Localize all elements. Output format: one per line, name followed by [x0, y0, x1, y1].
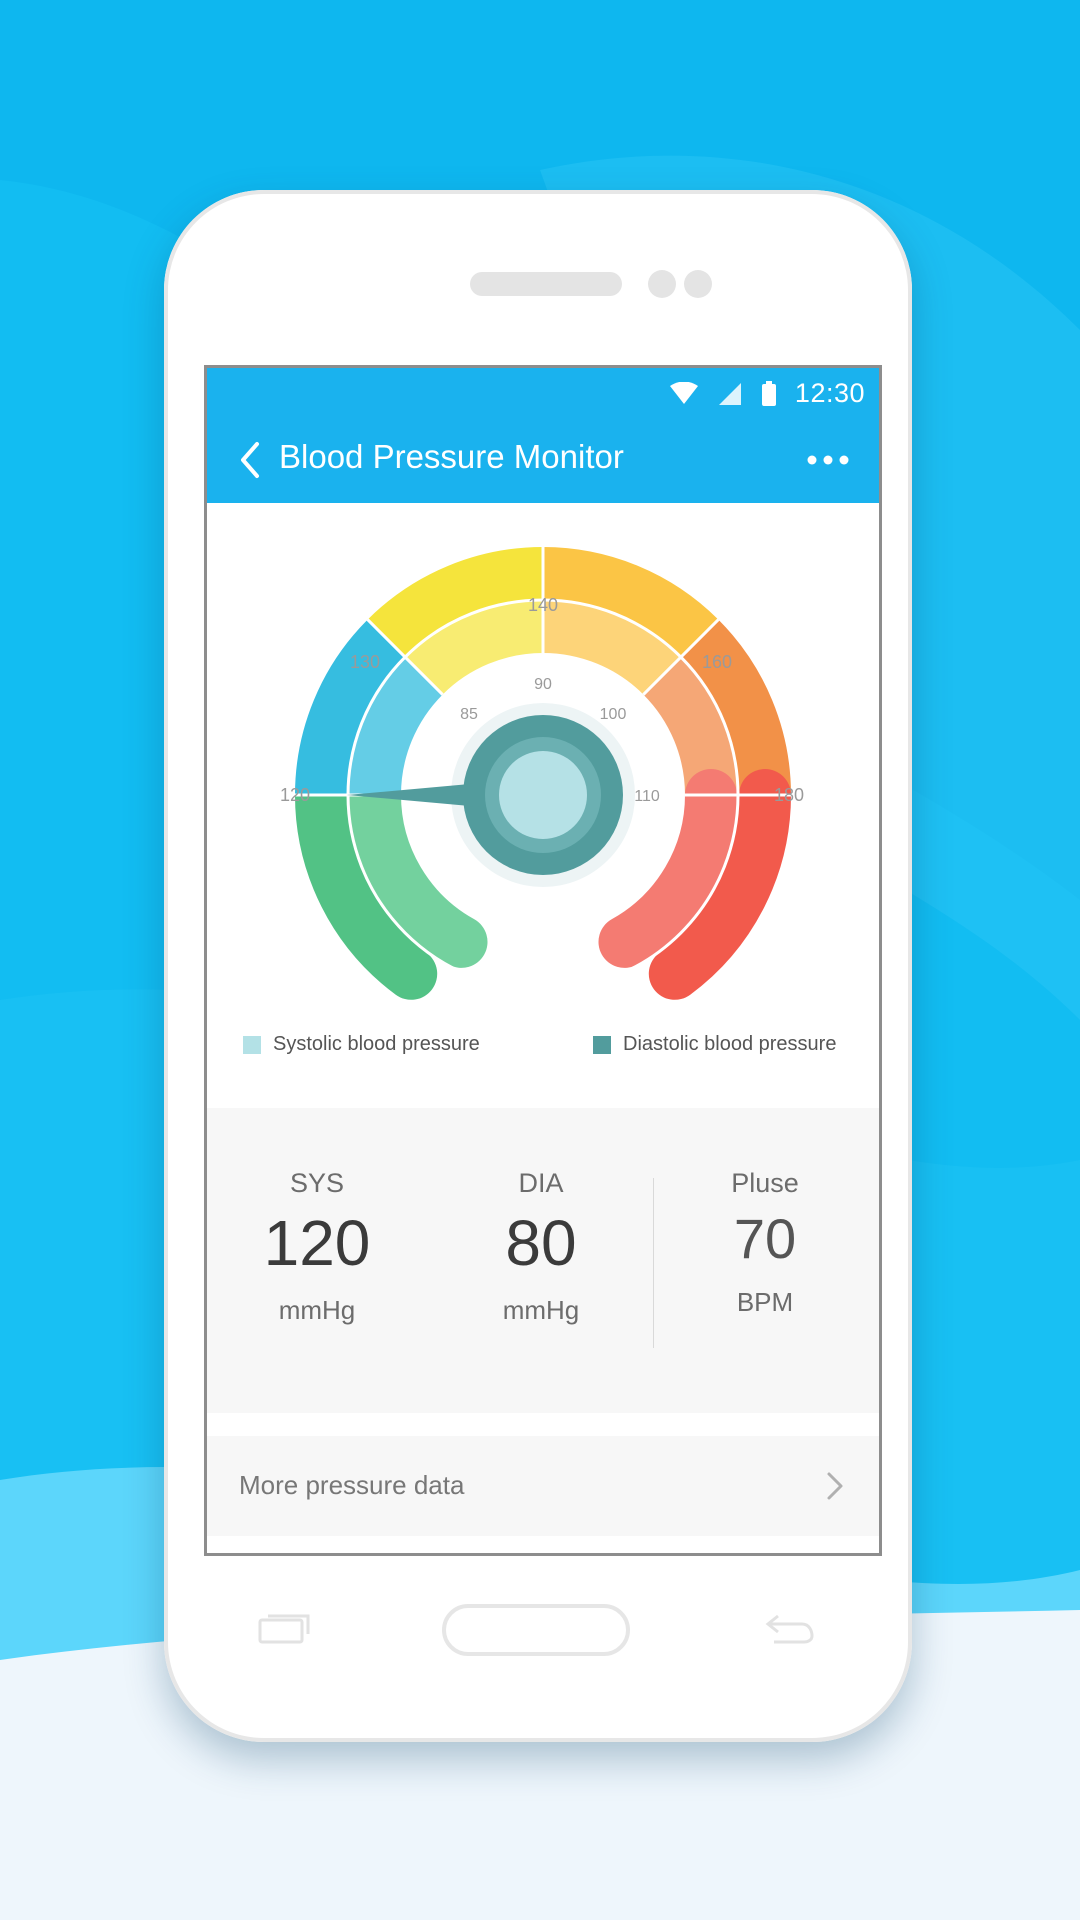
- gauge-segment-red-outer: [648, 769, 792, 1000]
- legend-systolic-label: Systolic blood pressure: [273, 1033, 480, 1055]
- phone-sensor: [684, 270, 712, 298]
- gauge-segment-yellow-outer: [367, 547, 544, 657]
- dia-reading: DIA 80 mmHg: [431, 1168, 651, 1326]
- wifi-icon: [669, 381, 698, 404]
- tick-label-180: 180: [774, 785, 804, 805]
- gauge-segment-blue-inner: [349, 657, 444, 796]
- pulse-value: 70: [733, 1207, 797, 1270]
- battery-icon: [761, 380, 776, 406]
- gauge-segment-amber-outer: [542, 547, 719, 657]
- phone-speaker: [470, 272, 622, 296]
- home-button[interactable]: [442, 1604, 630, 1656]
- app-bar: Blood Pressure Monitor: [207, 418, 879, 503]
- legend-systolic: Systolic blood pressure: [243, 1033, 480, 1056]
- tick-label-110: 110: [634, 788, 660, 805]
- gauge-segment-green-outer: [294, 769, 438, 1000]
- diastolic-swatch: [593, 1035, 611, 1054]
- tick-label-120: 120: [280, 785, 310, 805]
- stats-divider: [653, 1178, 654, 1348]
- more-pressure-data-label: More pressure data: [239, 1470, 465, 1500]
- gauge-segment-yellow-inner: [405, 601, 544, 696]
- sys-reading: SYS 120 mmHg: [207, 1168, 427, 1326]
- tick-label-90: 90: [534, 676, 552, 693]
- blood-pressure-gauge: 120 130 140 160 180 85 90 100 110: [207, 503, 879, 1003]
- pulse-unit: BPM: [736, 1287, 794, 1317]
- gauge-hub-center: [499, 751, 587, 839]
- gauge-segment-blue-outer: [295, 619, 405, 796]
- chevron-left-icon[interactable]: [235, 440, 269, 480]
- gauge-segment-green-inner: [349, 769, 488, 968]
- app-title: Blood Pressure Monitor: [279, 438, 624, 475]
- tick-label-85: 85: [460, 706, 478, 723]
- dia-value: 80: [505, 1207, 577, 1279]
- sys-unit: mmHg: [278, 1295, 356, 1325]
- tick-label-140: 140: [528, 595, 558, 615]
- tick-label-160: 160: [702, 652, 732, 672]
- gauge-needle: [347, 781, 503, 809]
- sys-label: SYS: [289, 1168, 345, 1198]
- legend-diastolic-label: Diastolic blood pressure: [623, 1033, 837, 1055]
- more-pressure-data-row[interactable]: More pressure data: [207, 1436, 879, 1536]
- pulse-label: Pluse: [731, 1168, 799, 1198]
- status-time: 12:30: [794, 378, 865, 408]
- phone-frame: 12:30 Blood Pressure Monitor: [164, 190, 912, 1742]
- systolic-swatch: [243, 1035, 261, 1054]
- pulse-reading: Pluse 70 BPM: [655, 1168, 875, 1318]
- sys-value: 120: [263, 1207, 371, 1279]
- more-horizontal-icon[interactable]: [805, 448, 851, 472]
- dia-label: DIA: [518, 1168, 564, 1198]
- phone-screen: 12:30 Blood Pressure Monitor: [204, 365, 882, 1556]
- gauge-segment-red-inner: [598, 769, 737, 968]
- phone-camera: [648, 270, 676, 298]
- status-bar: 12:30: [207, 368, 879, 418]
- readings-panel: SYS 120 mmHg DIA 80 mmHg Pluse 70 BPM: [207, 1108, 879, 1413]
- signal-icon: [718, 382, 741, 405]
- recent-apps-icon[interactable]: [256, 1610, 312, 1646]
- tick-label-100: 100: [600, 706, 627, 723]
- dia-unit: mmHg: [502, 1295, 580, 1325]
- gauge-segment-amber-inner: [542, 601, 681, 696]
- chevron-right-icon: [827, 1472, 843, 1500]
- legend-diastolic: Diastolic blood pressure: [593, 1033, 836, 1056]
- tick-label-130: 130: [350, 652, 380, 672]
- back-arrow-icon[interactable]: [760, 1610, 816, 1646]
